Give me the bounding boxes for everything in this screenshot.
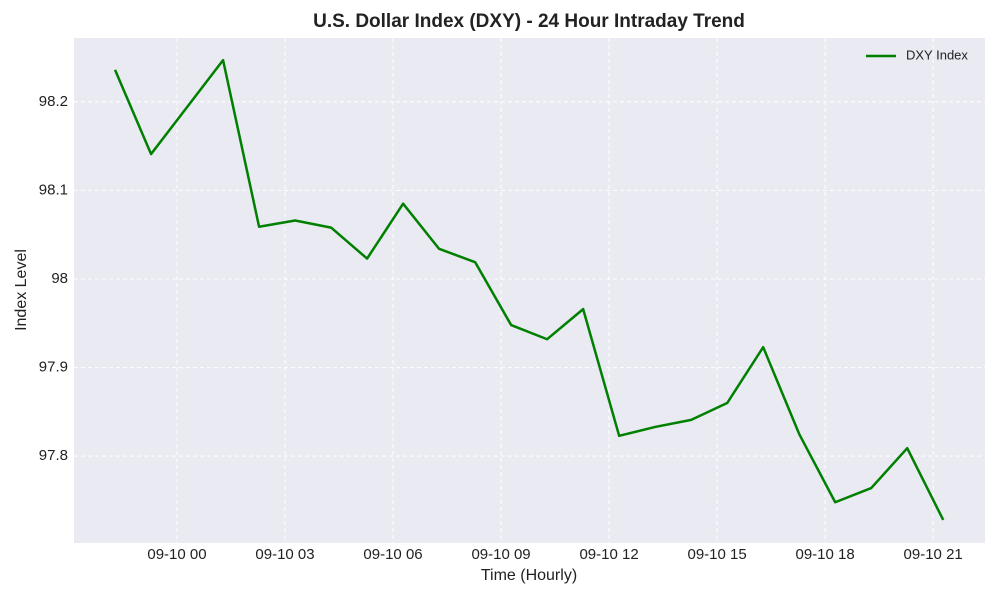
plot-area bbox=[74, 38, 985, 543]
x-tick-label: 09-10 12 bbox=[579, 546, 638, 563]
x-tick-label: 09-10 00 bbox=[147, 546, 206, 563]
x-tick-label: 09-10 15 bbox=[687, 546, 746, 563]
x-tick-label: 09-10 18 bbox=[796, 546, 855, 563]
x-axis-label: Time (Hourly) bbox=[481, 567, 577, 584]
legend: DXY Index bbox=[866, 47, 968, 62]
x-tick-label: 09-10 09 bbox=[471, 546, 530, 563]
x-tick-label: 09-10 06 bbox=[363, 546, 422, 563]
y-tick-label: 97.8 bbox=[39, 447, 68, 464]
legend-label: DXY Index bbox=[906, 47, 968, 62]
x-tick-label: 09-10 21 bbox=[904, 546, 963, 563]
data-line bbox=[113, 58, 945, 521]
y-tick-label: 98.2 bbox=[39, 93, 68, 110]
chart-title: U.S. Dollar Index (DXY) - 24 Hour Intrad… bbox=[313, 11, 745, 32]
y-axis-label: Index Level bbox=[13, 249, 30, 331]
y-tick-label: 98 bbox=[51, 270, 68, 287]
x-tick-label: 09-10 03 bbox=[255, 546, 314, 563]
y-tick-label: 97.9 bbox=[39, 359, 68, 376]
y-tick-label: 98.1 bbox=[39, 181, 68, 198]
